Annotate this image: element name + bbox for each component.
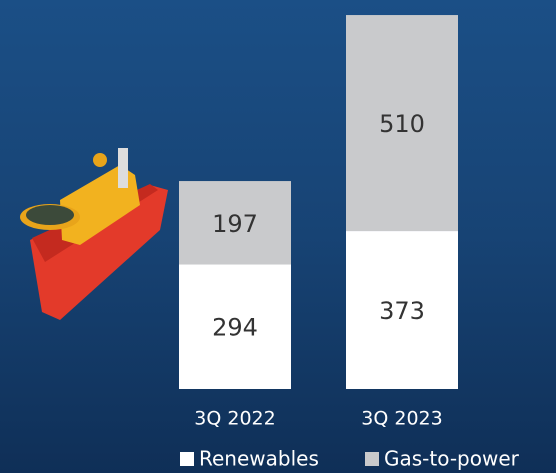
x-tick-label: 3Q 2022 xyxy=(194,408,275,430)
legend-label: Gas-to-power xyxy=(384,447,520,471)
bar-segment xyxy=(346,15,458,232)
bar-segment xyxy=(179,181,291,265)
bar-segment xyxy=(346,231,458,389)
legend-swatch xyxy=(365,452,379,466)
x-tick-label: 3Q 2023 xyxy=(361,408,442,430)
ship xyxy=(20,148,168,320)
legend-label: Renewables xyxy=(199,447,319,471)
value-label: 294 xyxy=(212,314,258,342)
value-label: 373 xyxy=(379,297,425,325)
value-label: 197 xyxy=(212,210,258,238)
legend-swatch xyxy=(180,452,194,466)
bar-segment xyxy=(179,264,291,389)
value-label: 510 xyxy=(379,110,425,138)
